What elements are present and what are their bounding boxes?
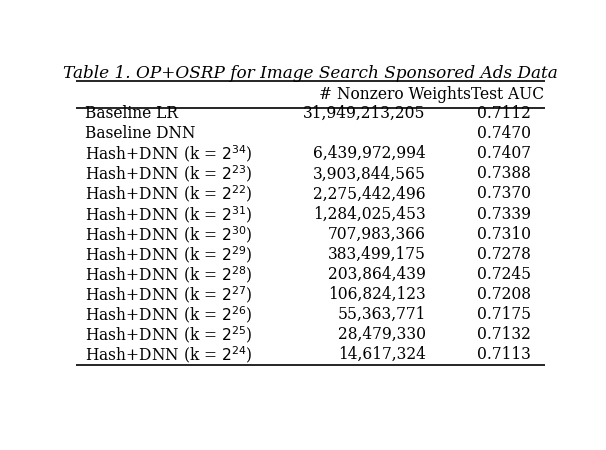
Text: 0.7310: 0.7310	[478, 226, 531, 243]
Text: Hash+DNN (k = $2^{25}$): Hash+DNN (k = $2^{25}$)	[85, 324, 253, 345]
Text: Baseline LR: Baseline LR	[85, 105, 178, 122]
Text: 0.7339: 0.7339	[478, 206, 531, 223]
Text: # Nonzero Weights: # Nonzero Weights	[319, 86, 471, 103]
Text: 0.7388: 0.7388	[478, 166, 531, 182]
Text: 0.7470: 0.7470	[478, 125, 531, 142]
Text: 1,284,025,453: 1,284,025,453	[313, 206, 425, 223]
Text: Hash+DNN (k = $2^{34}$): Hash+DNN (k = $2^{34}$)	[85, 143, 253, 164]
Text: 0.7132: 0.7132	[478, 326, 531, 343]
Text: 0.7175: 0.7175	[477, 306, 531, 323]
Text: Hash+DNN (k = $2^{30}$): Hash+DNN (k = $2^{30}$)	[85, 224, 253, 245]
Text: Test AUC: Test AUC	[471, 86, 544, 103]
Text: Baseline DNN: Baseline DNN	[85, 125, 196, 142]
Text: 28,479,330: 28,479,330	[338, 326, 425, 343]
Text: Hash+DNN (k = $2^{22}$): Hash+DNN (k = $2^{22}$)	[85, 184, 253, 204]
Text: 203,864,439: 203,864,439	[328, 266, 425, 283]
Text: Hash+DNN (k = $2^{29}$): Hash+DNN (k = $2^{29}$)	[85, 244, 253, 265]
Text: 0.7370: 0.7370	[478, 185, 531, 202]
Text: 55,363,771: 55,363,771	[338, 306, 425, 323]
Text: Hash+DNN (k = $2^{26}$): Hash+DNN (k = $2^{26}$)	[85, 304, 253, 325]
Text: 707,983,366: 707,983,366	[328, 226, 425, 243]
Text: 0.7407: 0.7407	[478, 145, 531, 162]
Text: 0.7112: 0.7112	[478, 105, 531, 122]
Text: Hash+DNN (k = $2^{23}$): Hash+DNN (k = $2^{23}$)	[85, 163, 253, 184]
Text: 2,275,442,496: 2,275,442,496	[313, 185, 425, 202]
Text: Table 1. OP+OSRP for Image Search Sponsored Ads Data: Table 1. OP+OSRP for Image Search Sponso…	[63, 65, 558, 82]
Text: 14,617,324: 14,617,324	[338, 346, 425, 363]
Text: Hash+DNN (k = $2^{27}$): Hash+DNN (k = $2^{27}$)	[85, 284, 253, 305]
Text: Hash+DNN (k = $2^{24}$): Hash+DNN (k = $2^{24}$)	[85, 344, 253, 365]
Text: 106,824,123: 106,824,123	[328, 286, 425, 303]
Text: 383,499,175: 383,499,175	[328, 246, 425, 263]
Text: 3,903,844,565: 3,903,844,565	[313, 166, 425, 182]
Text: 6,439,972,994: 6,439,972,994	[313, 145, 425, 162]
Text: 0.7278: 0.7278	[478, 246, 531, 263]
Text: 0.7113: 0.7113	[478, 346, 531, 363]
Text: Hash+DNN (k = $2^{28}$): Hash+DNN (k = $2^{28}$)	[85, 264, 253, 285]
Text: 0.7245: 0.7245	[477, 266, 531, 283]
Text: Hash+DNN (k = $2^{31}$): Hash+DNN (k = $2^{31}$)	[85, 203, 253, 225]
Text: 31,949,213,205: 31,949,213,205	[303, 105, 425, 122]
Text: 0.7208: 0.7208	[478, 286, 531, 303]
